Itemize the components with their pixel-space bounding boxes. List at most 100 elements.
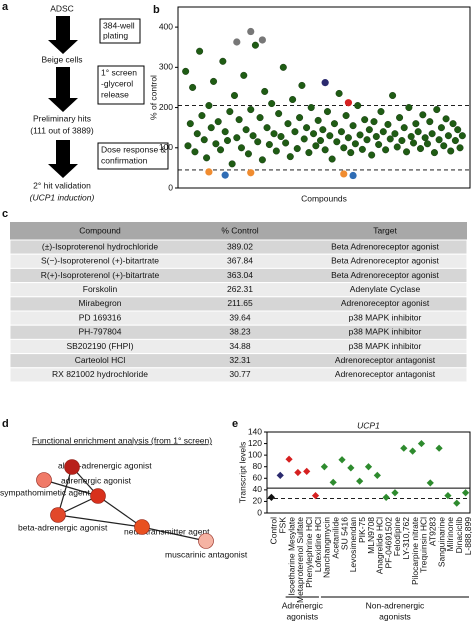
- point: [312, 142, 320, 150]
- group-label: Adrenergic: [282, 600, 324, 610]
- x-tick-label: Pilocarpine nitrate: [410, 517, 420, 585]
- point: [342, 112, 350, 120]
- table-cell: 34.88: [229, 341, 251, 351]
- step-text: release: [101, 89, 129, 99]
- point: [337, 128, 345, 136]
- table-cell: 38.23: [229, 327, 251, 337]
- point: [191, 148, 199, 156]
- arrow: [48, 140, 78, 178]
- point: [323, 108, 331, 116]
- table-cell: Mirabegron: [79, 298, 122, 308]
- header-cell: Compound: [79, 225, 121, 235]
- point: [433, 106, 441, 114]
- node: [50, 507, 66, 523]
- stage: 2° hit validation: [33, 180, 91, 190]
- node-label: adrenergic agonist: [61, 475, 132, 485]
- point: [217, 146, 225, 154]
- y-tick-label: 200: [159, 102, 173, 112]
- point: [237, 144, 245, 152]
- point: [453, 499, 461, 507]
- point: [205, 102, 213, 110]
- point: [182, 67, 190, 75]
- arrow: [48, 67, 78, 112]
- panel-letter: a: [2, 1, 9, 13]
- edge: [43, 479, 99, 497]
- step-text: confirmation: [101, 155, 148, 165]
- x-tick-label: Sanguinarine: [436, 517, 446, 567]
- point: [298, 81, 306, 89]
- step-text: Dose response &: [101, 144, 167, 154]
- table-cell: R(+)-Isoproterenol (+)-bitartrate: [41, 270, 160, 280]
- table-cell: Beta Adrenoreceptor agonist: [331, 270, 439, 280]
- step-box: [99, 18, 141, 44]
- node-label: beta-adrenergic agonist: [18, 522, 108, 532]
- y-axis-label: % of control: [148, 75, 158, 120]
- y-tick-label: 40: [253, 484, 263, 494]
- point: [417, 439, 426, 448]
- header-cell: % Control: [221, 225, 258, 235]
- y-axis-label: Transcript levels: [237, 442, 247, 504]
- table-cell: Adrenoreceptor antagonist: [335, 369, 436, 379]
- point: [317, 137, 325, 145]
- point: [196, 47, 204, 55]
- table-cell: 367.84: [227, 256, 253, 266]
- x-tick-label: Acetanilide: [330, 517, 340, 559]
- point: [221, 171, 229, 179]
- point: [307, 104, 315, 112]
- point: [338, 456, 346, 464]
- point: [321, 79, 329, 87]
- point: [265, 141, 273, 149]
- y-tick-label: 100: [159, 142, 173, 152]
- x-tick-label: Lofexidine HCl: [313, 517, 323, 572]
- point: [291, 128, 299, 136]
- point: [184, 142, 192, 150]
- panel-letter: d: [2, 418, 9, 430]
- point: [247, 169, 255, 177]
- x-tick-label: Milrinone: [445, 517, 455, 552]
- table-cell: 32.31: [229, 355, 251, 365]
- table-cell: p38 MAPK inhibitor: [349, 327, 422, 337]
- panel-c: c Compound % Control Target (±)-Isoproteren…: [2, 208, 468, 383]
- point: [251, 41, 259, 49]
- y-tick-label: 100: [248, 449, 262, 459]
- plot-frame: [266, 431, 471, 514]
- table-cell: Beta Adrenoreceptor agonist: [331, 256, 439, 266]
- point: [393, 143, 401, 151]
- panel-chart: b 0 100 200 300 400 % of control Compounds: [148, 4, 471, 203]
- point: [426, 118, 434, 126]
- table-cell: 211.65: [227, 298, 253, 308]
- point: [275, 110, 283, 118]
- table-cell: 363.04: [227, 270, 253, 280]
- stage: (UCP1 induction): [30, 192, 95, 202]
- panel-letter: e: [232, 418, 238, 430]
- point: [386, 135, 394, 143]
- point: [344, 99, 353, 107]
- point: [198, 112, 206, 120]
- point: [228, 160, 236, 168]
- step-box: [97, 142, 169, 170]
- point: [379, 128, 387, 136]
- x-tick-label: PF-04691502: [383, 517, 393, 569]
- point: [326, 132, 334, 140]
- node: [36, 472, 52, 488]
- y-tick-label: 140: [248, 426, 262, 436]
- point: [258, 36, 266, 44]
- point: [233, 134, 241, 142]
- point: [203, 154, 211, 162]
- x-tick-label: L-888,899: [463, 517, 473, 556]
- point: [321, 146, 329, 154]
- point: [244, 150, 252, 158]
- point: [277, 133, 285, 141]
- point: [349, 171, 357, 180]
- x-tick-label: Metaproterenol Sulfate: [295, 517, 305, 603]
- point: [193, 130, 201, 138]
- point: [396, 114, 404, 122]
- point: [347, 464, 355, 472]
- point: [400, 444, 408, 452]
- step-box: [97, 65, 145, 105]
- point: [400, 124, 408, 132]
- table-cell: 30.77: [229, 369, 251, 379]
- point: [207, 124, 215, 132]
- table-cell: S(−)-Isoproterenol (+)-bitartrate: [41, 256, 159, 266]
- point: [440, 142, 448, 150]
